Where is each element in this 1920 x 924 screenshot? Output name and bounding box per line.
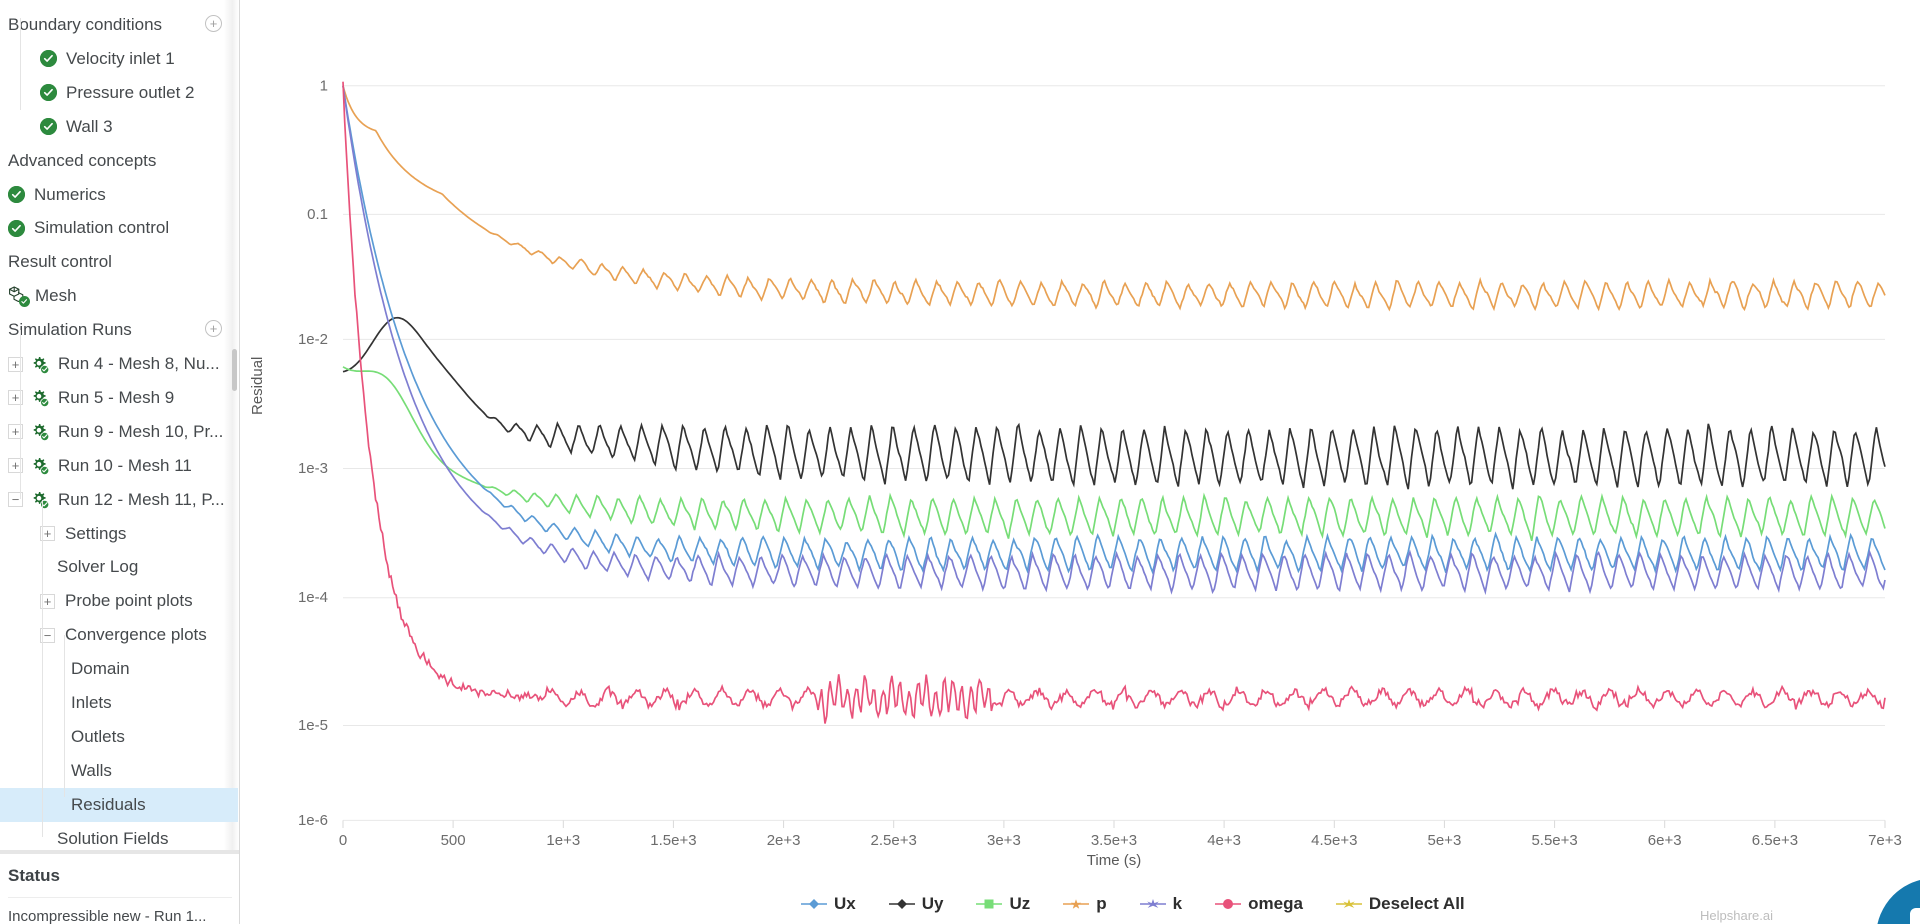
svg-text:1e+3: 1e+3: [546, 832, 580, 849]
svg-text:4e+3: 4e+3: [1207, 832, 1241, 849]
svg-text:Time (s): Time (s): [1087, 852, 1141, 869]
svg-text:1e-5: 1e-5: [298, 717, 328, 734]
svg-text:1e-6: 1e-6: [298, 812, 328, 829]
svg-text:6.5e+3: 6.5e+3: [1752, 832, 1798, 849]
svg-text:0: 0: [339, 832, 347, 849]
svg-text:4.5e+3: 4.5e+3: [1311, 832, 1357, 849]
svg-text:5e+3: 5e+3: [1428, 832, 1462, 849]
svg-text:2e+3: 2e+3: [767, 832, 801, 849]
svg-text:2.5e+3: 2.5e+3: [871, 832, 917, 849]
svg-text:1e-3: 1e-3: [298, 460, 328, 477]
svg-text:3.5e+3: 3.5e+3: [1091, 832, 1137, 849]
svg-text:Residual: Residual: [249, 357, 266, 415]
svg-text:1: 1: [320, 78, 328, 95]
svg-text:1e-2: 1e-2: [298, 331, 328, 348]
svg-text:6e+3: 6e+3: [1648, 832, 1682, 849]
svg-text:0.1: 0.1: [307, 206, 328, 223]
svg-text:500: 500: [441, 832, 466, 849]
svg-text:3e+3: 3e+3: [987, 832, 1021, 849]
svg-text:1.5e+3: 1.5e+3: [650, 832, 696, 849]
svg-text:5.5e+3: 5.5e+3: [1531, 832, 1577, 849]
svg-text:7e+3: 7e+3: [1868, 832, 1902, 849]
svg-text:1e-4: 1e-4: [298, 589, 328, 606]
